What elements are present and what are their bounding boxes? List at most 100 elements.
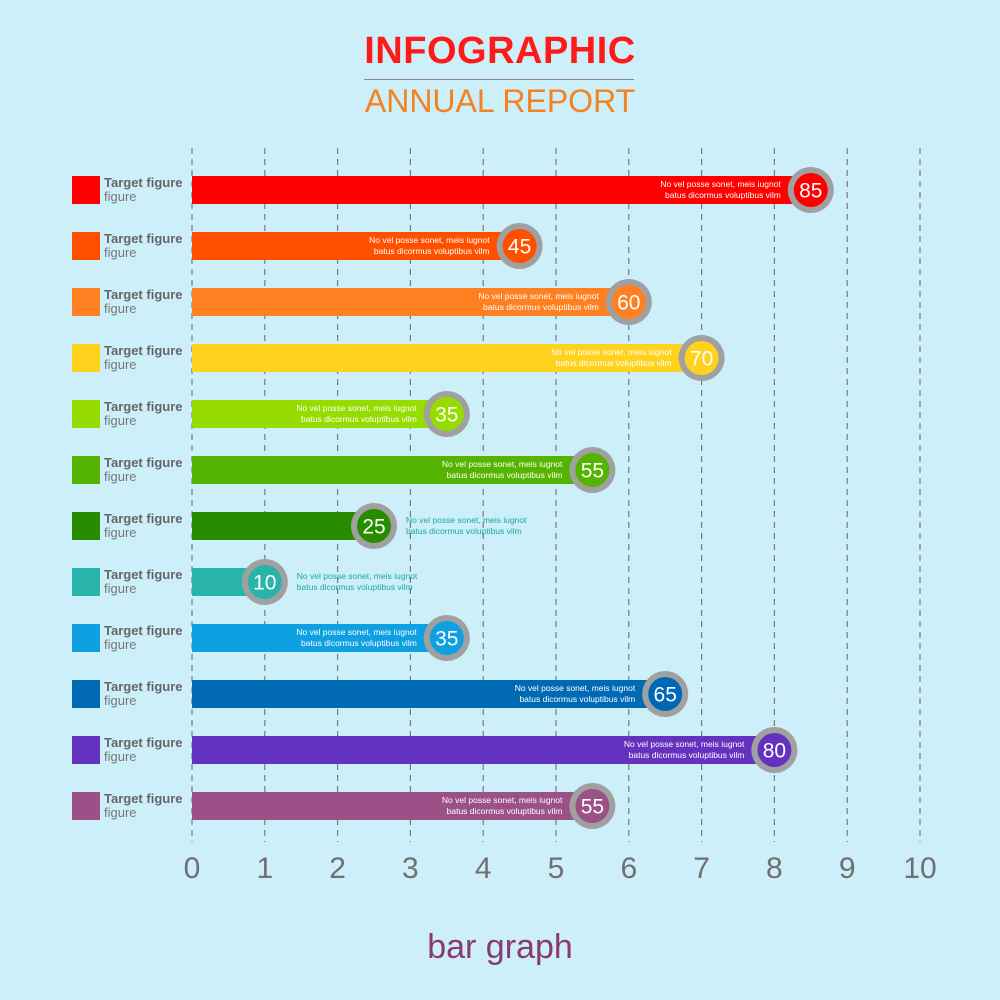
row-sublabel: figure <box>104 469 137 484</box>
row-sublabel: figure <box>104 581 137 596</box>
bar <box>192 624 447 652</box>
row-sublabel: figure <box>104 189 137 204</box>
legend-swatch <box>72 288 100 316</box>
legend-swatch <box>72 344 100 372</box>
x-axis-ticks: 0 1 2 3 4 5 6 7 8 9 10 <box>184 852 937 885</box>
row-sublabel: figure <box>104 413 137 428</box>
value-label: 45 <box>508 236 531 259</box>
bar-note-line1: No vel posse sonet, meis iugnot <box>515 683 636 693</box>
grid-lines <box>191 148 921 842</box>
row-sublabel: figure <box>104 301 137 316</box>
value-badge <box>648 677 683 711</box>
row-label: Target figure <box>104 175 183 190</box>
row-label: Target figure <box>104 679 183 694</box>
x-tick-label: 6 <box>620 852 637 885</box>
bar-note-line1: No vel posse sonet, meis iugnot <box>442 795 563 805</box>
value-badge <box>575 789 610 823</box>
bar <box>192 512 374 540</box>
legend-swatch <box>72 736 100 764</box>
row-label: Target figure <box>104 231 183 246</box>
row-label: Target figure <box>104 343 183 358</box>
value-label: 65 <box>654 684 677 707</box>
bar-note-line1: No vel posse sonet, meis iugnot <box>660 179 781 189</box>
row-sublabel: figure <box>104 637 137 652</box>
value-badge <box>247 565 282 599</box>
row-label: Target figure <box>104 623 183 638</box>
bar-note-line2: batus dicormus voluptibus vilm <box>629 750 745 760</box>
bar-note-line2: batus dicormus voluptibus vilm <box>301 414 417 424</box>
bar-note-line2: batus dicormus voluptibus vilm <box>447 470 563 480</box>
value-label: 25 <box>362 516 385 539</box>
value-badge <box>429 397 464 431</box>
value-label: 70 <box>690 348 713 371</box>
legend-swatch <box>72 624 100 652</box>
bar-note-line1: No vel posse sonet, meis iugnot <box>478 291 599 301</box>
row-label: Target figure <box>104 455 183 470</box>
bar-note-line2: batus dicormus voluptibus vilm <box>406 526 522 536</box>
bar-note-line1: No vel posse sonet, meis iugnot <box>296 627 417 637</box>
bar-note-line1: No vel posse sonet, meis iugnot <box>296 403 417 413</box>
legend-swatch <box>72 176 100 204</box>
x-tick-label: 4 <box>475 852 492 885</box>
x-tick-label: 10 <box>903 852 936 885</box>
bar <box>192 232 520 260</box>
row-sublabel: figure <box>104 805 137 820</box>
bar-note-line2: batus dicormus voluptibus vilm <box>519 694 635 704</box>
value-badge <box>429 621 464 655</box>
chart-caption: bar graph <box>427 928 573 966</box>
title-divider <box>364 79 634 80</box>
value-badge <box>357 509 391 543</box>
bar-note-line2: batus dicormus voluptibus vilm <box>447 806 563 816</box>
bar-note-line1: No vel posse sonet, meis iugnot <box>442 459 563 469</box>
x-tick-label: 9 <box>839 852 856 885</box>
bar-note-line2: batus dicormus voluptibus vilm <box>297 582 413 592</box>
bar-note-line1: No vel posse sonet, meis iugnot <box>369 235 490 245</box>
row-label: Target figure <box>104 567 183 582</box>
row-sublabel: figure <box>104 693 137 708</box>
bar-note-line2: batus dicormus voluptibus vilm <box>483 302 599 312</box>
row-label: Target figure <box>104 287 183 302</box>
x-tick-label: 2 <box>329 852 346 885</box>
value-label: 35 <box>435 628 458 651</box>
legend-swatch <box>72 680 100 708</box>
chart-subtitle: ANNUAL REPORT <box>364 83 636 119</box>
chart-title: INFOGRAPHIC <box>364 30 636 72</box>
row-sublabel: figure <box>104 749 137 764</box>
value-badge <box>684 341 719 375</box>
row-label: Target figure <box>104 735 183 750</box>
value-label: 85 <box>799 180 822 203</box>
row-label: Target figure <box>104 791 183 806</box>
bar <box>192 680 666 708</box>
value-badge <box>502 229 537 263</box>
value-label: 10 <box>253 572 276 595</box>
bar <box>192 792 593 820</box>
legend-swatch <box>72 456 100 484</box>
bar <box>192 456 593 484</box>
bar-note-line1: No vel posse sonet, meis iugnot <box>624 739 745 749</box>
x-tick-label: 1 <box>256 852 273 885</box>
row-sublabel: figure <box>104 525 137 540</box>
row-label: Target figure <box>104 399 183 414</box>
value-label: 55 <box>581 796 604 819</box>
row-label: Target figure <box>104 511 183 526</box>
x-tick-label: 3 <box>402 852 419 885</box>
value-badge <box>757 733 792 767</box>
x-tick-label: 5 <box>548 852 565 885</box>
bar-note-line1: No vel posse sonet, meis iugnot <box>551 347 672 357</box>
bar-note-line2: batus dicormus voluptibus vilm <box>556 358 672 368</box>
bar <box>192 288 629 316</box>
bar <box>192 176 811 204</box>
bar-note-line2: batus dicormus voluptibus vilm <box>374 246 490 256</box>
value-label: 80 <box>763 740 786 763</box>
